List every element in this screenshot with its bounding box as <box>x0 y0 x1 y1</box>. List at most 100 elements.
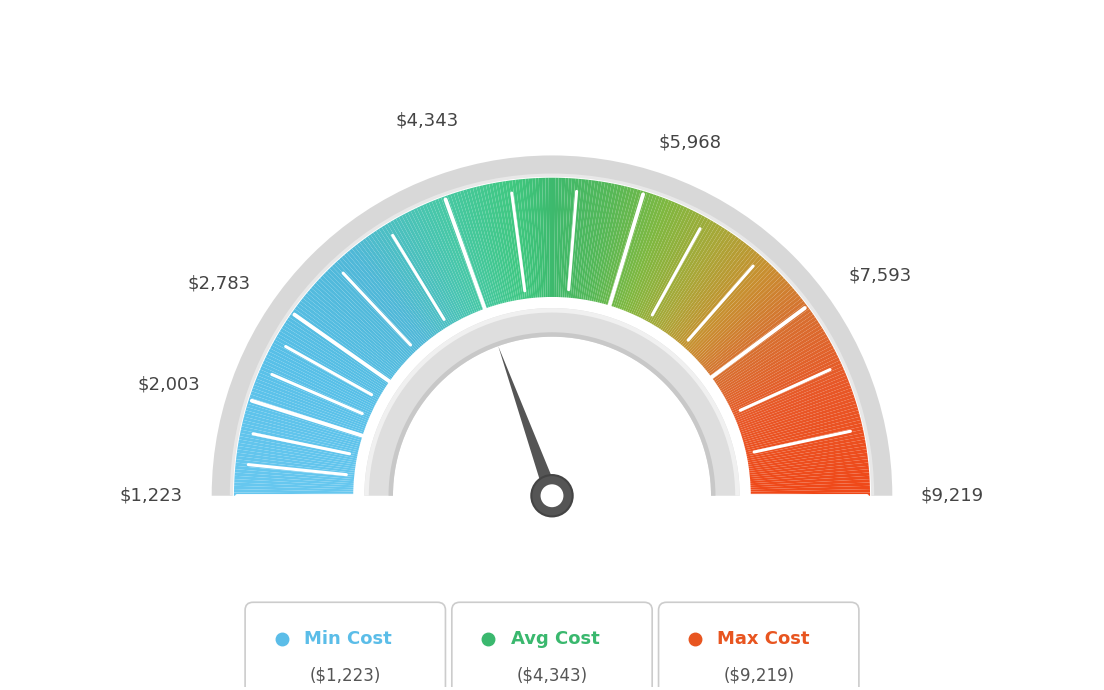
Wedge shape <box>556 178 562 299</box>
Wedge shape <box>726 348 836 406</box>
Wedge shape <box>652 222 716 327</box>
Wedge shape <box>243 417 361 448</box>
Wedge shape <box>620 197 666 312</box>
Wedge shape <box>595 186 625 304</box>
Wedge shape <box>297 304 395 378</box>
FancyBboxPatch shape <box>659 602 859 690</box>
Wedge shape <box>750 489 870 493</box>
Wedge shape <box>731 360 841 413</box>
Wedge shape <box>238 436 359 461</box>
Wedge shape <box>237 449 357 469</box>
Wedge shape <box>626 201 676 314</box>
Wedge shape <box>243 420 361 451</box>
Wedge shape <box>686 262 769 352</box>
Wedge shape <box>447 195 489 310</box>
Wedge shape <box>476 186 507 304</box>
Wedge shape <box>714 314 815 385</box>
Wedge shape <box>353 297 751 495</box>
Wedge shape <box>337 259 420 351</box>
Wedge shape <box>235 459 357 475</box>
Wedge shape <box>473 187 505 305</box>
Wedge shape <box>423 204 474 315</box>
Wedge shape <box>467 188 501 306</box>
Wedge shape <box>690 268 777 356</box>
Wedge shape <box>665 235 736 335</box>
Wedge shape <box>325 271 413 358</box>
Text: $4,343: $4,343 <box>395 112 459 130</box>
Wedge shape <box>587 183 612 302</box>
Wedge shape <box>293 309 393 382</box>
Wedge shape <box>509 180 528 300</box>
Wedge shape <box>241 430 359 457</box>
Wedge shape <box>270 346 379 404</box>
Wedge shape <box>750 493 870 495</box>
Wedge shape <box>389 333 715 495</box>
Wedge shape <box>669 240 744 339</box>
Wedge shape <box>623 199 669 313</box>
Wedge shape <box>576 180 595 300</box>
Wedge shape <box>428 201 478 314</box>
Wedge shape <box>382 226 448 329</box>
Wedge shape <box>241 426 360 455</box>
Wedge shape <box>701 288 795 368</box>
Wedge shape <box>581 181 602 301</box>
Wedge shape <box>267 351 376 408</box>
Wedge shape <box>720 328 824 393</box>
Wedge shape <box>721 331 826 395</box>
Wedge shape <box>234 486 354 491</box>
Wedge shape <box>282 325 385 392</box>
Text: $2,783: $2,783 <box>187 275 251 293</box>
Wedge shape <box>633 205 684 317</box>
Wedge shape <box>743 413 860 446</box>
Wedge shape <box>693 273 782 359</box>
Wedge shape <box>255 379 369 425</box>
Wedge shape <box>728 351 837 408</box>
Wedge shape <box>258 369 371 420</box>
Wedge shape <box>745 430 863 457</box>
Wedge shape <box>266 355 375 410</box>
Wedge shape <box>284 322 386 390</box>
Wedge shape <box>256 375 370 423</box>
Wedge shape <box>535 178 544 299</box>
Wedge shape <box>634 206 688 317</box>
Wedge shape <box>373 231 443 333</box>
Wedge shape <box>718 322 820 390</box>
Wedge shape <box>700 286 793 367</box>
Wedge shape <box>619 197 662 311</box>
Wedge shape <box>442 197 485 311</box>
Wedge shape <box>234 493 354 495</box>
Wedge shape <box>237 443 358 465</box>
Wedge shape <box>302 295 399 373</box>
Wedge shape <box>245 411 362 444</box>
Wedge shape <box>522 179 535 299</box>
Wedge shape <box>730 357 840 412</box>
Wedge shape <box>354 244 432 342</box>
Wedge shape <box>212 155 892 495</box>
Text: ($4,343): ($4,343) <box>517 667 587 685</box>
Wedge shape <box>250 394 365 435</box>
Wedge shape <box>571 179 585 299</box>
Wedge shape <box>280 328 384 393</box>
Wedge shape <box>599 187 631 305</box>
Wedge shape <box>749 479 870 487</box>
Text: $7,593: $7,593 <box>848 267 912 285</box>
Wedge shape <box>393 219 455 325</box>
Wedge shape <box>691 271 779 358</box>
Wedge shape <box>591 184 618 303</box>
Wedge shape <box>499 181 521 302</box>
Wedge shape <box>335 262 418 352</box>
Wedge shape <box>295 306 394 380</box>
Wedge shape <box>732 366 843 417</box>
Wedge shape <box>650 220 714 326</box>
Text: $2,003: $2,003 <box>138 375 200 393</box>
Wedge shape <box>405 213 463 321</box>
Wedge shape <box>235 462 355 477</box>
Wedge shape <box>713 311 814 383</box>
Wedge shape <box>737 388 852 431</box>
Wedge shape <box>238 440 358 463</box>
Wedge shape <box>314 283 405 365</box>
Wedge shape <box>694 275 784 361</box>
Wedge shape <box>432 200 479 313</box>
Wedge shape <box>645 215 705 323</box>
Wedge shape <box>747 456 868 473</box>
